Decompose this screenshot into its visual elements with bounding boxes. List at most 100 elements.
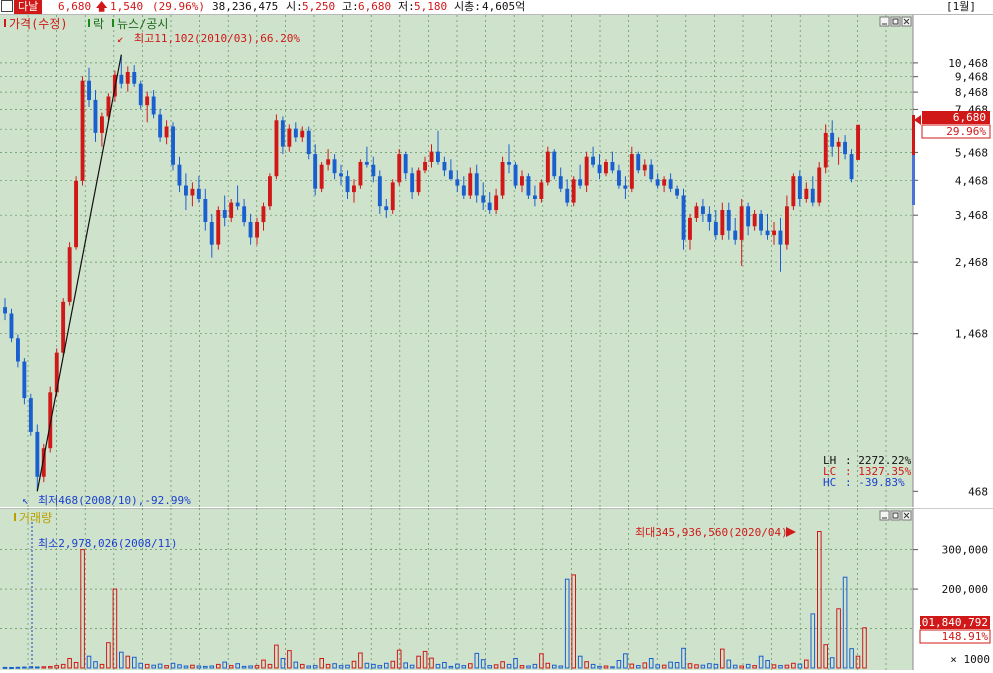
candle-body [539, 182, 544, 199]
candle-body [578, 179, 583, 186]
price-chart-panel[interactable]: 10,468 9,468 8,468 7,468 5,468 4,468 3,468 2,46… [0, 15, 993, 507]
volume-bar [73, 662, 79, 669]
volume-bar [584, 661, 589, 669]
candle-body [836, 141, 841, 147]
candle-body [830, 132, 835, 147]
candle-body [675, 188, 679, 196]
candle-body [436, 151, 440, 162]
candle-body [235, 202, 240, 207]
volume-bar [203, 665, 208, 669]
volume-bar [235, 663, 240, 669]
candle-body [87, 80, 91, 100]
low-value: 5,180 [414, 0, 448, 13]
volume-bar [325, 663, 331, 669]
candle-body [849, 154, 854, 180]
volume-bar [778, 665, 783, 669]
volume-bar [791, 662, 796, 669]
current-pct-box [921, 124, 991, 139]
volume-bar [300, 663, 305, 669]
volume-bar [506, 663, 512, 669]
candle-body [571, 179, 576, 203]
candle-body [610, 162, 615, 171]
candle-body [520, 176, 524, 186]
volume-bar [487, 665, 492, 669]
price-tick-label: 9,468 [955, 71, 988, 84]
volume-bar [435, 663, 441, 669]
candle-body [778, 230, 783, 245]
volume-bar [93, 661, 98, 669]
candle-body [429, 151, 434, 162]
candle-body [403, 154, 408, 174]
price-chart-svg[interactable]: 10,4689,4688,4687,4685,4684,4683,4682,46… [0, 15, 993, 507]
volume-minimize-icon[interactable] [879, 510, 890, 521]
panel-maximize-icon[interactable] [890, 16, 901, 27]
selector-checkbox[interactable] [1, 0, 13, 12]
volume-bar [248, 665, 253, 669]
volume-bar [571, 574, 577, 669]
volume-bar [351, 660, 357, 669]
volume-bar [655, 664, 661, 669]
candle-body [636, 154, 641, 171]
volume-bar [183, 665, 189, 669]
volume-bar [842, 576, 848, 669]
volume-bar [261, 659, 266, 669]
price-plot-area[interactable] [0, 15, 913, 507]
volume-bar [752, 665, 757, 669]
candle-body [209, 222, 214, 245]
candle-body [533, 195, 537, 199]
volume-bar [545, 662, 551, 669]
volume-bar [151, 664, 156, 669]
volume-bar [829, 657, 835, 669]
current-price-label: 6,680 [953, 111, 986, 124]
volume-bar [377, 665, 383, 669]
volume-bar [455, 663, 460, 669]
trend-segment [36, 54, 122, 492]
candle-body [726, 210, 731, 231]
candle-body [765, 230, 770, 236]
volume-bar [164, 665, 169, 669]
price-tick-label: 8,468 [955, 86, 988, 99]
candle-body [500, 162, 505, 196]
volume-bar [222, 661, 227, 669]
legend-news[interactable]: 뉴스/공시 [117, 17, 168, 31]
price-axis-area [913, 15, 993, 507]
volume-bar [312, 665, 318, 669]
volume-maximize-icon[interactable] [890, 510, 901, 521]
volume-bar [539, 653, 544, 669]
legend-news-marker [112, 19, 114, 27]
volume-bar [209, 665, 215, 669]
legend-ex[interactable]: 락 [93, 17, 104, 31]
candle-body [93, 99, 98, 133]
current-volume-label: 101,840,792 [915, 616, 988, 629]
volume-bar [177, 664, 182, 669]
legend-price-marker [4, 19, 6, 27]
candle-body [701, 206, 705, 214]
quote-bar: 다날 6,680 🡅 1,540 (29.96%) 38,236,475 시: … [0, 0, 993, 15]
volume-bar [403, 662, 408, 669]
candle-body [319, 164, 324, 189]
stat-hc-value: : -39.83% [845, 476, 905, 489]
volume-unit-label: × 1000 [950, 653, 990, 666]
panel-minimize-icon[interactable] [879, 16, 890, 27]
candle-body [713, 222, 718, 236]
volume-bar [597, 665, 602, 669]
volume-bar [468, 663, 473, 669]
volume-bar [293, 661, 299, 669]
volume-bar [196, 665, 202, 669]
candle-body [526, 176, 531, 196]
legend-price[interactable]: 가격(수정) [9, 17, 68, 31]
low-annotation-group: ↖ 최저468(2008/10),-92.99% [22, 494, 191, 507]
high-label: 고: [342, 0, 359, 13]
period-selector[interactable]: [1월] [946, 0, 976, 13]
candle-body [229, 202, 234, 218]
candle-body [481, 195, 486, 203]
price-change-pct: (29.96%) [152, 0, 205, 13]
stock-name-badge[interactable]: 다날 [14, 0, 43, 14]
volume-chart-panel[interactable]: 300,000 200,000 거래량 최소2,978,026(2008/11) … [0, 507, 993, 670]
candle-body [332, 159, 337, 174]
candle-body [694, 206, 699, 218]
candle-body [3, 307, 7, 314]
legend-volume[interactable]: 거래량 [19, 511, 52, 525]
candle-body [617, 170, 621, 186]
